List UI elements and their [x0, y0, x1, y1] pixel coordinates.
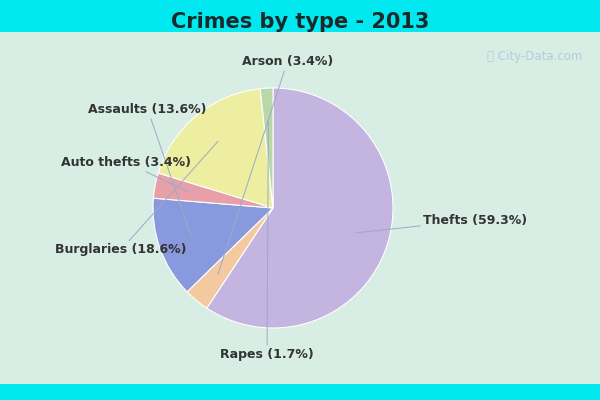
Text: Auto thefts (3.4%): Auto thefts (3.4%): [61, 156, 191, 192]
Wedge shape: [154, 173, 273, 208]
Wedge shape: [187, 208, 273, 308]
Text: Rapes (1.7%): Rapes (1.7%): [220, 122, 314, 361]
Wedge shape: [207, 88, 393, 328]
Text: Burglaries (18.6%): Burglaries (18.6%): [55, 142, 218, 256]
Wedge shape: [260, 88, 273, 208]
Text: Assaults (13.6%): Assaults (13.6%): [89, 103, 207, 237]
Text: Arson (3.4%): Arson (3.4%): [218, 55, 333, 274]
Wedge shape: [153, 198, 273, 292]
Text: Crimes by type - 2013: Crimes by type - 2013: [171, 12, 429, 32]
Wedge shape: [158, 89, 273, 208]
Text: ⓘ City-Data.com: ⓘ City-Data.com: [487, 50, 582, 63]
Text: Thefts (59.3%): Thefts (59.3%): [356, 214, 527, 233]
